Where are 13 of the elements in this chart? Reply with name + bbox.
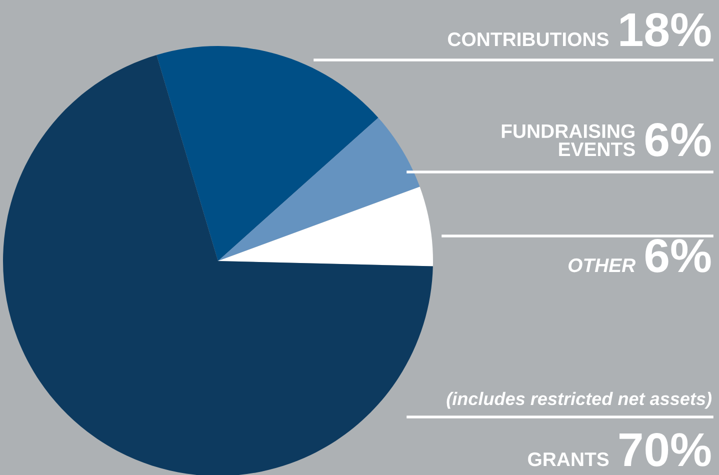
slice-label: CONTRIBUTIONS	[448, 32, 608, 46]
slice-label: GRANTS	[528, 452, 609, 466]
data-label: 6%	[645, 239, 711, 272]
text: (includes restricted net assets)	[446, 392, 712, 409]
data-label: 70%	[620, 433, 711, 466]
pie-slice	[156, 46, 378, 261]
pie-slice	[3, 54, 433, 475]
data-label: 18%	[620, 13, 711, 46]
slice-label: OTHER	[568, 258, 636, 272]
pie-slice	[218, 186, 433, 266]
data-label: 6%	[645, 123, 711, 156]
pie-slice	[218, 118, 420, 261]
slice-label: FUNDRAISING EVENTS	[502, 124, 635, 156]
